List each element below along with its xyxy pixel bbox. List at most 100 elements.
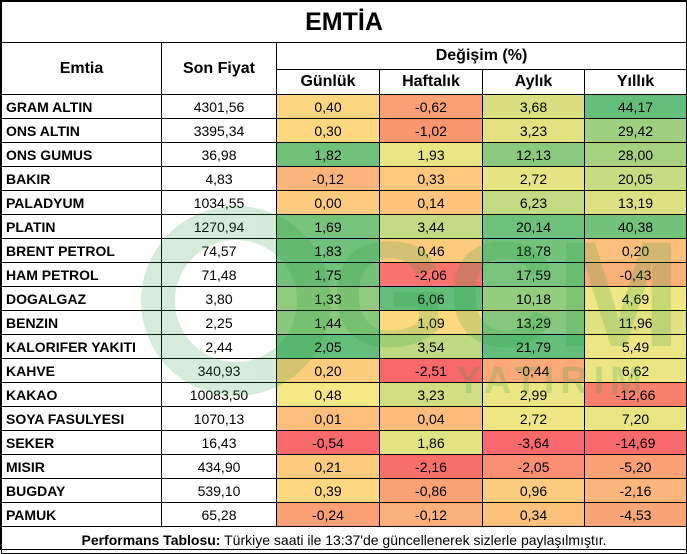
change-weekly: 0,04 xyxy=(379,406,483,431)
last-price: 16,43 xyxy=(161,430,277,455)
table-row: PAMUK 65,28 -0,24 -0,12 0,34 -4,53 xyxy=(1,502,687,527)
change-yearly: 40,38 xyxy=(583,214,687,239)
header-monthly: Aylık xyxy=(482,69,585,95)
change-daily: 1,44 xyxy=(276,310,380,335)
change-daily: 0,00 xyxy=(276,190,380,215)
last-price: 65,28 xyxy=(161,502,277,527)
commodity-name: DOGALGAZ xyxy=(1,286,162,311)
commodity-name: BRENT PETROL xyxy=(1,238,162,263)
change-yearly: 5,49 xyxy=(583,334,687,359)
table-row: ONS ALTIN 3395,34 0,30 -1,02 3,23 29,42 xyxy=(1,118,687,143)
change-monthly: 20,14 xyxy=(482,214,585,239)
table-row: SEKER 16,43 -0,54 1,86 -3,64 -14,69 xyxy=(1,430,687,455)
commodity-name: BAKIR xyxy=(1,166,162,191)
header-yearly: Yıllık xyxy=(583,69,687,95)
change-yearly: 20,05 xyxy=(583,166,687,191)
last-price: 1034,55 xyxy=(161,190,277,215)
change-daily: 0,40 xyxy=(276,94,380,119)
commodity-name: ONS ALTIN xyxy=(1,118,162,143)
change-daily: 0,21 xyxy=(276,454,380,479)
change-monthly: 2,72 xyxy=(482,406,585,431)
change-monthly: 17,59 xyxy=(482,262,585,287)
change-yearly: -0,43 xyxy=(583,262,687,287)
commodity-name: KALORIFER YAKITI xyxy=(1,334,162,359)
change-monthly: -0,44 xyxy=(482,358,585,383)
change-yearly: -4,53 xyxy=(583,502,687,527)
last-price: 1070,13 xyxy=(161,406,277,431)
commodity-name: SOYA FASULYESI xyxy=(1,406,162,431)
change-weekly: -2,06 xyxy=(379,262,483,287)
change-weekly: -1,02 xyxy=(379,118,483,143)
change-monthly: -2,05 xyxy=(482,454,585,479)
change-yearly: 7,20 xyxy=(583,406,687,431)
commodity-name: GRAM ALTIN xyxy=(1,94,162,119)
table-row: HAM PETROL 71,48 1,75 -2,06 17,59 -0,43 xyxy=(1,262,687,287)
change-daily: 1,82 xyxy=(276,142,380,167)
commodity-name: ONS GUMUS xyxy=(1,142,162,167)
table-title: EMTİA xyxy=(0,1,687,43)
last-price: 2,25 xyxy=(161,310,277,335)
change-monthly: 12,13 xyxy=(482,142,585,167)
change-daily: 1,69 xyxy=(276,214,380,239)
footer-text: Türkiye saati ile 13:37'de güncellenerek… xyxy=(220,532,607,548)
last-price: 4,83 xyxy=(161,166,277,191)
last-price: 36,98 xyxy=(161,142,277,167)
table-row: GRAM ALTIN 4301,56 0,40 -0,62 3,68 44,17 xyxy=(1,94,687,119)
header-change-group: Değişim (%) xyxy=(275,42,687,70)
commodity-name: PALADYUM xyxy=(1,190,162,215)
table-row: BAKIR 4,83 -0,12 0,33 2,72 20,05 xyxy=(1,166,687,191)
change-yearly: -5,20 xyxy=(583,454,687,479)
last-price: 74,57 xyxy=(161,238,277,263)
change-weekly: 3,54 xyxy=(379,334,483,359)
table-row: KAKAO 10083,50 0,48 3,23 2,99 -12,66 xyxy=(1,382,687,407)
change-monthly: 21,79 xyxy=(482,334,585,359)
commodity-name: BENZIN xyxy=(1,310,162,335)
change-daily: 1,75 xyxy=(276,262,380,287)
change-weekly: -2,16 xyxy=(379,454,483,479)
change-weekly: -0,12 xyxy=(379,502,483,527)
last-price: 10083,50 xyxy=(161,382,277,407)
commodity-name: BUGDAY xyxy=(1,478,162,503)
change-yearly: 44,17 xyxy=(583,94,687,119)
change-weekly: 0,14 xyxy=(379,190,483,215)
change-daily: -0,12 xyxy=(276,166,380,191)
commodity-name: KAHVE xyxy=(1,358,162,383)
table-row: MISIR 434,90 0,21 -2,16 -2,05 -5,20 xyxy=(1,454,687,479)
change-monthly: 13,29 xyxy=(482,310,585,335)
header-commodity: Emtia xyxy=(1,42,162,95)
change-weekly: -0,62 xyxy=(379,94,483,119)
change-monthly: 2,72 xyxy=(482,166,585,191)
change-yearly: -12,66 xyxy=(583,382,687,407)
change-yearly: 6,62 xyxy=(583,358,687,383)
header-last-price: Son Fiyat xyxy=(161,42,277,95)
last-price: 434,90 xyxy=(161,454,277,479)
last-price: 3,80 xyxy=(161,286,277,311)
change-daily: -0,54 xyxy=(276,430,380,455)
change-daily: -0,24 xyxy=(276,502,380,527)
change-monthly: -3,64 xyxy=(482,430,585,455)
change-weekly: 6,06 xyxy=(379,286,483,311)
table-row: BUGDAY 539,10 0,39 -0,86 0,96 -2,16 xyxy=(1,478,687,503)
change-monthly: 6,23 xyxy=(482,190,585,215)
commodity-name: KAKAO xyxy=(1,382,162,407)
header-weekly: Haftalık xyxy=(379,69,483,95)
last-price: 71,48 xyxy=(161,262,277,287)
table-body: GRAM ALTIN 4301,56 0,40 -0,62 3,68 44,17 ONS A… xyxy=(1,94,687,527)
change-monthly: 2,99 xyxy=(482,382,585,407)
table-row: DOGALGAZ 3,80 1,33 6,06 10,18 4,69 xyxy=(1,286,687,311)
change-monthly: 3,68 xyxy=(482,94,585,119)
change-weekly: -2,51 xyxy=(379,358,483,383)
change-monthly: 0,96 xyxy=(482,478,585,503)
last-price: 539,10 xyxy=(161,478,277,503)
table-row: BRENT PETROL 74,57 1,83 0,46 18,78 0,20 xyxy=(1,238,687,263)
change-daily: 0,48 xyxy=(276,382,380,407)
footer-label: Performans Tablosu: xyxy=(81,532,221,548)
change-daily: 1,33 xyxy=(276,286,380,311)
table-row: KAHVE 340,93 0,20 -2,51 -0,44 6,62 xyxy=(1,358,687,383)
change-weekly: 1,86 xyxy=(379,430,483,455)
change-weekly: -0,86 xyxy=(379,478,483,503)
change-daily: 0,30 xyxy=(276,118,380,143)
change-daily: 0,20 xyxy=(276,358,380,383)
